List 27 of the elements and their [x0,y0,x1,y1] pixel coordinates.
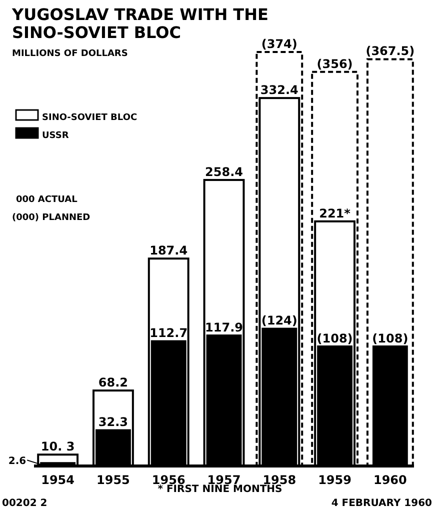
data-label: 332.4 [260,83,298,98]
x-tick-label: 1960 [373,473,407,487]
x-tick-label: 1954 [41,473,75,487]
data-label: 187.4 [150,244,188,258]
data-label: 112.7 [150,326,188,340]
annotation: (000) PLANNED [12,213,90,223]
data-label: 221* [319,206,352,220]
text: 4 FEBRUARY 1960 [331,498,432,509]
x-tick-label: 1955 [96,473,130,487]
data-label: (108) [372,331,408,346]
data-label: 68.2 [98,376,128,390]
data-label: 258.4 [205,164,243,179]
data-label: (356) [316,56,353,71]
x-tick-label: 1959 [318,473,352,487]
legend-label: SINO-SOVIET BLOC [42,113,138,123]
data-label: (367.5) [366,44,415,58]
text: * FIRST NINE MONTHS [158,484,282,495]
data-label: 32.3 [98,415,128,430]
data-label: (124) [261,314,298,328]
legend-label: USSR [42,131,69,141]
data-label: 117.9 [205,320,243,334]
chart-subtitle: MILLIONS OF DOLLARS [12,49,128,59]
data-label: 2.6 [8,456,26,468]
data-label: (108) [316,331,353,346]
annotation: 000 ACTUAL [16,195,78,205]
data-label: 10. 3 [40,440,75,454]
text: 00202 2 [2,498,48,509]
